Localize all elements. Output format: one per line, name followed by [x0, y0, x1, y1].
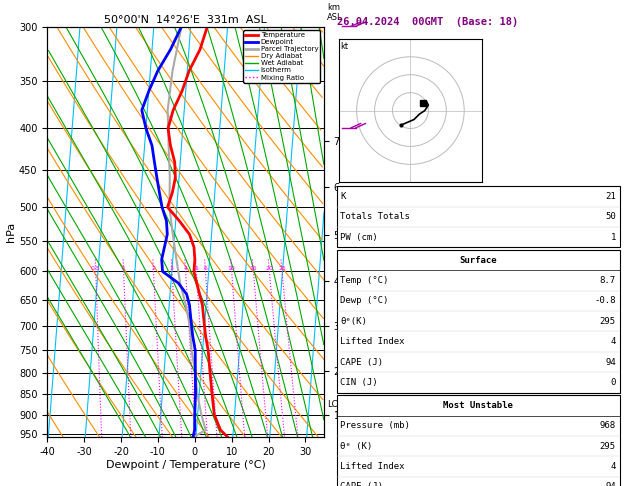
Text: Pressure (mb): Pressure (mb) — [340, 421, 410, 430]
Text: 21: 21 — [605, 192, 616, 201]
Text: 295: 295 — [599, 442, 616, 451]
Text: 4: 4 — [610, 462, 616, 471]
Text: 25: 25 — [278, 266, 286, 272]
Text: 1: 1 — [121, 266, 126, 272]
Text: 4: 4 — [610, 337, 616, 346]
Text: 2: 2 — [152, 266, 155, 272]
Text: 20: 20 — [265, 266, 274, 272]
Text: 10: 10 — [228, 266, 235, 272]
Text: 8.7: 8.7 — [599, 276, 616, 285]
Text: θᵉ (K): θᵉ (K) — [340, 442, 372, 451]
Text: km
ASL: km ASL — [327, 3, 343, 22]
Text: kt: kt — [340, 42, 348, 52]
Y-axis label: hPa: hPa — [6, 222, 16, 242]
Text: 94: 94 — [605, 483, 616, 486]
Text: -0.8: -0.8 — [594, 296, 616, 305]
Text: 0: 0 — [610, 378, 616, 387]
Text: Temp (°C): Temp (°C) — [340, 276, 389, 285]
Text: Lifted Index: Lifted Index — [340, 337, 405, 346]
Text: 295: 295 — [599, 317, 616, 326]
Text: 15: 15 — [250, 266, 257, 272]
Text: K: K — [340, 192, 346, 201]
Text: 50: 50 — [605, 212, 616, 221]
Text: LCL: LCL — [326, 400, 342, 409]
Text: CIN (J): CIN (J) — [340, 378, 378, 387]
Text: 0.5: 0.5 — [91, 266, 101, 272]
Text: 94: 94 — [605, 358, 616, 366]
Text: 6: 6 — [204, 266, 208, 272]
X-axis label: Dewpoint / Temperature (°C): Dewpoint / Temperature (°C) — [106, 460, 265, 470]
Text: 5: 5 — [194, 266, 198, 272]
Text: 3: 3 — [170, 266, 174, 272]
Text: 968: 968 — [599, 421, 616, 430]
Text: CAPE (J): CAPE (J) — [340, 483, 383, 486]
Text: Totals Totals: Totals Totals — [340, 212, 410, 221]
Text: θᵉ(K): θᵉ(K) — [340, 317, 367, 326]
Text: 4: 4 — [184, 266, 187, 272]
Text: Lifted Index: Lifted Index — [340, 462, 405, 471]
Text: CAPE (J): CAPE (J) — [340, 358, 383, 366]
Text: 1: 1 — [610, 233, 616, 242]
Text: 26.04.2024  00GMT  (Base: 18): 26.04.2024 00GMT (Base: 18) — [337, 17, 518, 27]
Legend: Temperature, Dewpoint, Parcel Trajectory, Dry Adiabat, Wet Adiabat, Isotherm, Mi: Temperature, Dewpoint, Parcel Trajectory… — [243, 30, 320, 83]
Text: Dewp (°C): Dewp (°C) — [340, 296, 389, 305]
Text: Surface: Surface — [459, 256, 497, 264]
Text: PW (cm): PW (cm) — [340, 233, 378, 242]
Title: 50°00'N  14°26'E  331m  ASL: 50°00'N 14°26'E 331m ASL — [104, 15, 267, 25]
Text: Most Unstable: Most Unstable — [443, 401, 513, 410]
